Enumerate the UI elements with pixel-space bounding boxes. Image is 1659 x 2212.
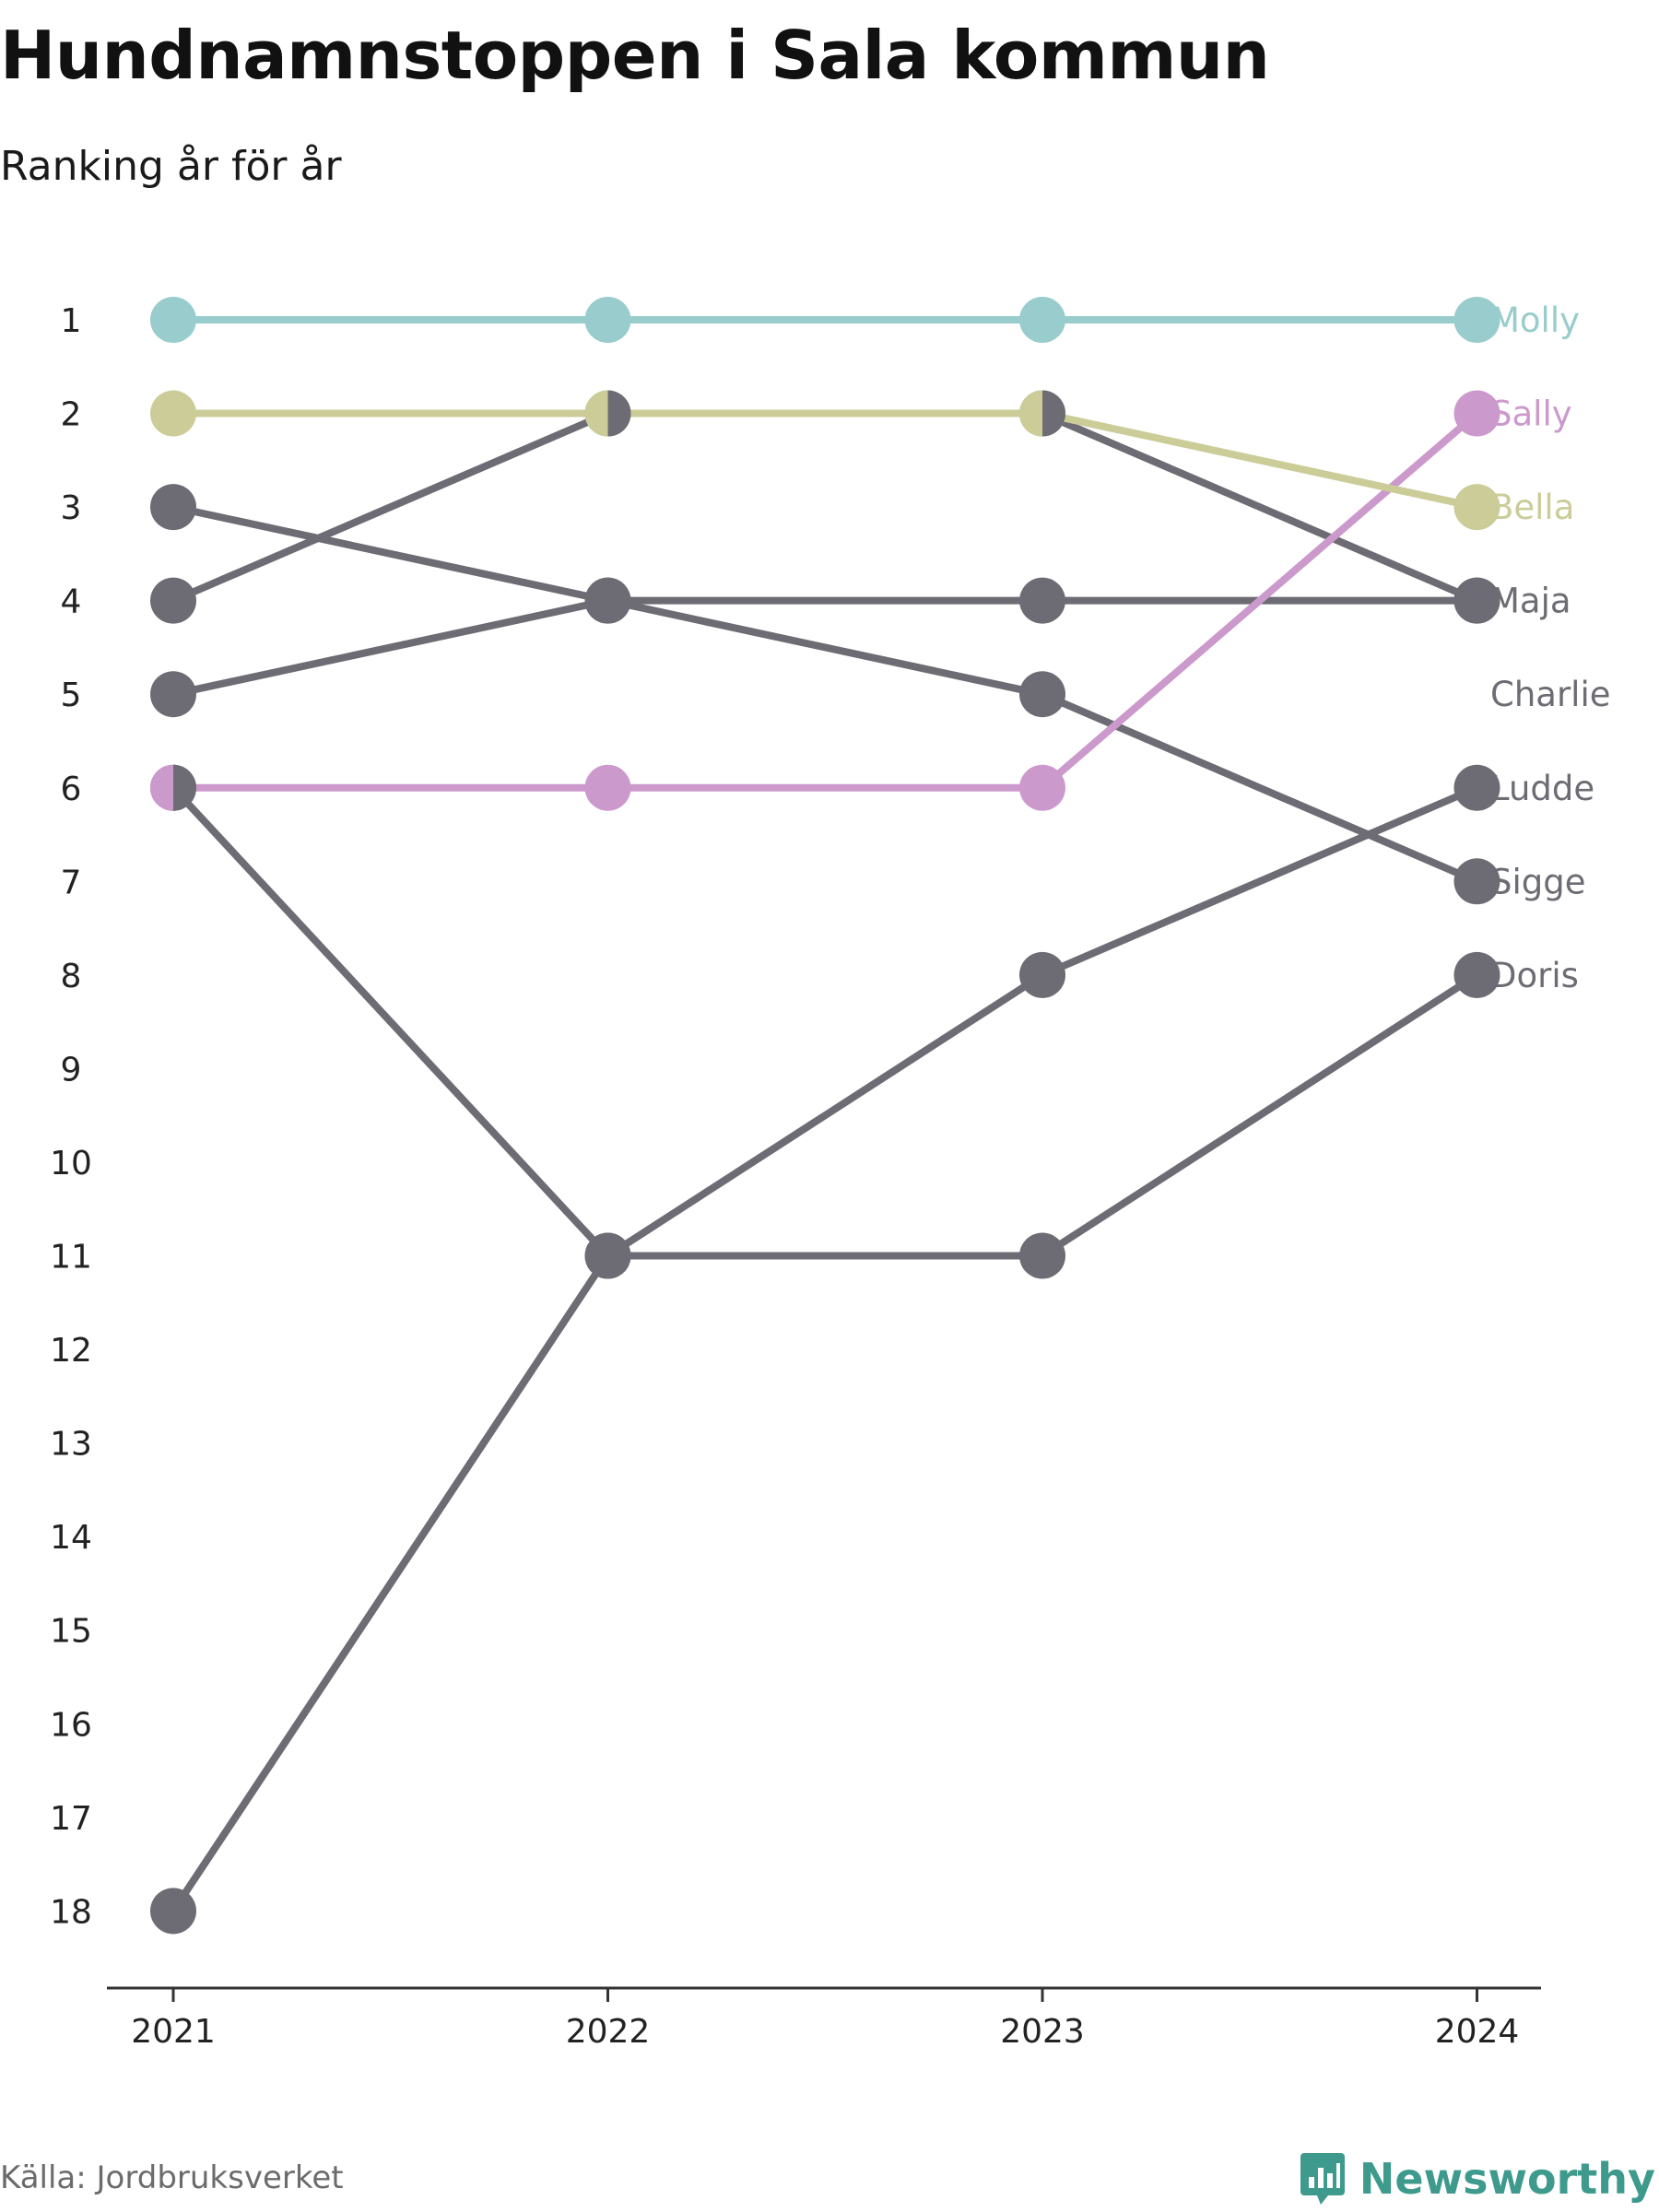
point-bella	[150, 390, 196, 437]
y-tick-label: 7	[61, 864, 82, 901]
y-tick-label: 17	[50, 1800, 92, 1838]
y-tick-label: 18	[50, 1893, 92, 1931]
y-tick-label: 15	[50, 1613, 92, 1651]
point-sigge	[584, 577, 631, 624]
point-doris	[584, 1232, 631, 1279]
point-maja	[1019, 577, 1065, 624]
y-tick-label: 1	[61, 302, 82, 340]
point-maja	[150, 671, 196, 718]
x-axis: 2021 2022 2023 2024	[107, 1986, 1541, 2051]
series-line-bella	[170, 409, 1481, 512]
end-label-molly: Molly	[1490, 300, 1580, 340]
point-sally	[1453, 390, 1500, 437]
end-label-doris: Doris	[1490, 956, 1579, 995]
y-tick-label: 2	[61, 396, 82, 434]
point-sally	[1019, 764, 1065, 811]
point-doris	[1453, 951, 1500, 998]
brand-logo[interactable]: Newsworthy	[1299, 2151, 1655, 2206]
x-tick-label: 2021	[131, 2013, 216, 2051]
y-tick-label: 9	[61, 1051, 82, 1088]
point-ludde	[1019, 951, 1065, 998]
point-molly	[150, 297, 196, 343]
point-sally	[584, 764, 631, 811]
series-line-charlie	[170, 409, 1481, 605]
end-label-ludde: Ludde	[1490, 769, 1594, 808]
y-tick-label: 3	[61, 489, 82, 527]
chart-title: Hundnamnstoppen i Sala kommun	[0, 17, 1270, 94]
y-tick-label: 13	[50, 1426, 92, 1464]
chart-speech-bubble-icon	[1300, 2153, 1345, 2205]
point-ludde	[150, 1888, 196, 1935]
shared-point-right-charlie	[607, 390, 631, 437]
end-label-bella: Bella	[1490, 488, 1574, 527]
point-sigge	[1453, 858, 1500, 905]
point-molly	[1453, 297, 1500, 343]
series-line-ludde	[170, 783, 1481, 1915]
brand-name: Newsworthy	[1359, 2154, 1655, 2204]
point-doris	[1019, 1232, 1065, 1279]
point-maja	[1453, 577, 1500, 624]
series-points	[150, 297, 1500, 1935]
y-tick-label: 11	[50, 1239, 92, 1277]
x-tick-label: 2024	[1435, 2013, 1520, 2051]
series-line-sally	[170, 409, 1481, 792]
point-molly	[584, 297, 631, 343]
x-tick-label: 2022	[566, 2013, 651, 2051]
y-tick-label: 8	[61, 958, 82, 995]
shared-point-left-bella	[1019, 390, 1042, 437]
y-tick-label: 4	[61, 583, 82, 621]
end-label-sally: Sally	[1490, 394, 1572, 434]
shared-point-right-charlie	[1042, 390, 1065, 437]
y-tick-label: 12	[50, 1332, 92, 1370]
y-tick-label: 14	[50, 1519, 92, 1557]
series-line-doris	[170, 783, 1481, 1260]
point-sigge	[1019, 671, 1065, 718]
point-bella	[1453, 484, 1500, 531]
end-label-maja: Maja	[1490, 582, 1571, 621]
y-tick-label: 10	[50, 1145, 92, 1182]
point-ludde	[1453, 764, 1500, 811]
end-labels: Molly Sally Bella Maja Charlie Ludde Sigge Dori…	[1490, 300, 1611, 995]
series-lines	[170, 316, 1481, 1915]
source-note: Källa: Jordbruksverket	[0, 2159, 344, 2196]
end-label-charlie: Charlie	[1490, 675, 1611, 714]
point-molly	[1019, 297, 1065, 343]
series-line-sigge	[170, 503, 1481, 886]
shared-point-left-bella	[584, 390, 608, 437]
point-charlie	[150, 577, 196, 624]
end-label-sigge: Sigge	[1490, 862, 1586, 901]
shared-point-right-doris	[173, 764, 197, 811]
point-sigge	[150, 484, 196, 531]
y-tick-label: 5	[61, 677, 82, 714]
y-tick-label: 6	[61, 771, 82, 808]
chart-subtitle: Ranking år för år	[0, 143, 342, 190]
y-tick-label: 16	[50, 1706, 92, 1744]
shared-point-left-sally	[150, 764, 173, 811]
x-tick-label: 2023	[1000, 2013, 1085, 2051]
